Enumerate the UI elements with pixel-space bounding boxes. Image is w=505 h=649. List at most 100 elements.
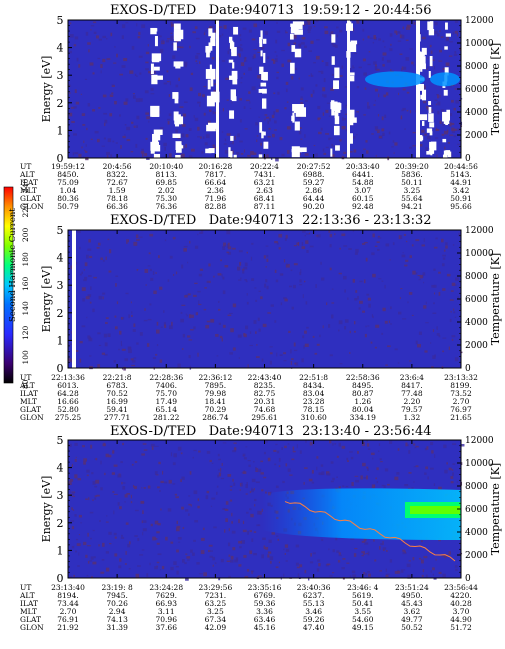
spectrogram-cell [403, 234, 407, 236]
ephemeris-value: 78.18 [106, 194, 128, 203]
spectrogram-cell [454, 357, 459, 362]
ephemeris-value: 23:46: 4 [347, 583, 379, 592]
spectrogram-cell [328, 115, 331, 117]
spectrogram-cell [83, 541, 87, 546]
spectrogram-cell [232, 347, 236, 351]
spectrogram-cell [176, 549, 179, 553]
ephemeris-row-glon: GLON 21.92 31.39 37.66 42.09 45.16 47.40 49.15 5… [20, 624, 490, 632]
ephemeris-value: 66.64 [204, 178, 227, 187]
spectrogram-cell [258, 328, 261, 332]
spectrogram-cell [415, 239, 420, 242]
ephemeris-value: 70.52 [106, 389, 128, 398]
spectrogram-cell [100, 571, 105, 574]
spectrogram-cell [218, 577, 221, 581]
ephemeris-value: 50.79 [57, 202, 79, 211]
spectrogram-cell [250, 256, 253, 261]
data-gap [430, 146, 433, 156]
ephemeris-value: 1.04 [59, 186, 77, 195]
spectrogram-cell [429, 44, 432, 48]
ephemeris-value: 23:40:36 [296, 583, 331, 592]
spectrogram-cell [224, 245, 226, 247]
spectrogram-cell [218, 468, 220, 471]
spectrogram-cell [108, 270, 112, 273]
y-tick-label: 0 [57, 362, 64, 375]
data-gap [229, 110, 235, 119]
spectrogram-cell [435, 558, 437, 561]
spectrogram-cell [246, 99, 250, 102]
spectrogram-cell [330, 480, 334, 483]
spectrogram-cell [170, 566, 174, 571]
spectrogram-cell [341, 233, 346, 237]
y2-tick-label: 10000 [465, 39, 494, 49]
spectrogram-cell [421, 540, 423, 543]
spectrogram-cell [149, 303, 152, 306]
data-gap [230, 89, 236, 100]
spectrogram-cell [414, 446, 417, 449]
spectrogram-cell [123, 366, 126, 371]
spectrogram-cell [162, 470, 164, 475]
spectrogram-cell [342, 117, 344, 121]
spectrogram-cell [169, 81, 172, 86]
spectrogram-cell [119, 506, 122, 510]
spectrogram-cell [238, 250, 243, 253]
spectrogram-cell [404, 551, 406, 553]
spectrogram-cell [90, 576, 94, 579]
spectrogram-cell [295, 544, 300, 548]
spectrogram-cell [456, 32, 459, 37]
spectrogram-cell [253, 23, 258, 28]
ephemeris-value: 7231. [204, 591, 227, 600]
ephemeris-value: 8113. [155, 170, 177, 179]
spectrogram-cell [362, 462, 366, 467]
y2-tick-label: 4000 [465, 528, 488, 538]
spectrogram-cell [312, 89, 315, 94]
spectrogram-cell [263, 255, 266, 259]
spectrogram-cell [221, 131, 224, 133]
spectrogram-cell [239, 489, 241, 491]
spectrogram-cell [240, 62, 245, 67]
spectrogram-cell [227, 246, 232, 250]
spectrogram-cell [99, 520, 101, 522]
spectrogram-cell [307, 29, 312, 31]
spectrogram-cell [175, 565, 179, 568]
spectrogram-cell [256, 344, 258, 346]
spectrogram-cell [312, 552, 316, 555]
spectrogram-cell [97, 332, 101, 335]
spectrogram-cell [203, 308, 207, 311]
spectrogram-cell [196, 62, 198, 65]
spectrogram-cell [237, 46, 242, 49]
spectrogram-cell [457, 143, 461, 146]
spectrogram-cell [292, 450, 296, 453]
spectrogram-cell [218, 472, 222, 477]
spectrogram-cell [78, 153, 82, 158]
spectrogram-cell [137, 538, 140, 542]
spectrogram-cell [245, 484, 248, 489]
y2-tick-label: 12000 [465, 226, 494, 236]
spectrogram-cell [218, 322, 221, 325]
ephemeris-row-glon: GLON 275.25 277.71 281.22 286.74 295.61 310.60… [20, 414, 490, 422]
spectrogram-cell [279, 137, 283, 141]
ephemeris-value: 1.59 [108, 186, 126, 195]
spectrogram-cell [339, 29, 343, 33]
spectrogram-cell [130, 358, 134, 361]
spectrogram-cell [87, 560, 90, 564]
spectrogram-cell [156, 561, 160, 564]
spectrogram-cell [181, 133, 185, 138]
spectrogram-cell [242, 471, 247, 474]
ephemeris-value: 21.92 [57, 623, 79, 632]
spectrogram-cell [224, 150, 229, 154]
spectrogram-cell [228, 575, 231, 578]
spectrogram-cell [326, 473, 331, 476]
spectrogram-cell [265, 116, 270, 119]
spectrogram-cell [75, 456, 77, 458]
spectrogram-cell [226, 99, 229, 101]
spectrogram-cell [434, 137, 439, 139]
spectrogram-cell [184, 61, 188, 66]
spectrogram-cell [80, 522, 83, 524]
spectrogram-cell [385, 574, 389, 578]
ephemeris-value: 40.28 [450, 599, 472, 608]
ephemeris-value: 54.88 [352, 178, 374, 187]
spectrogram-cell [363, 72, 367, 76]
spectrogram-cell [331, 41, 334, 46]
spectrogram-cell [203, 32, 206, 36]
